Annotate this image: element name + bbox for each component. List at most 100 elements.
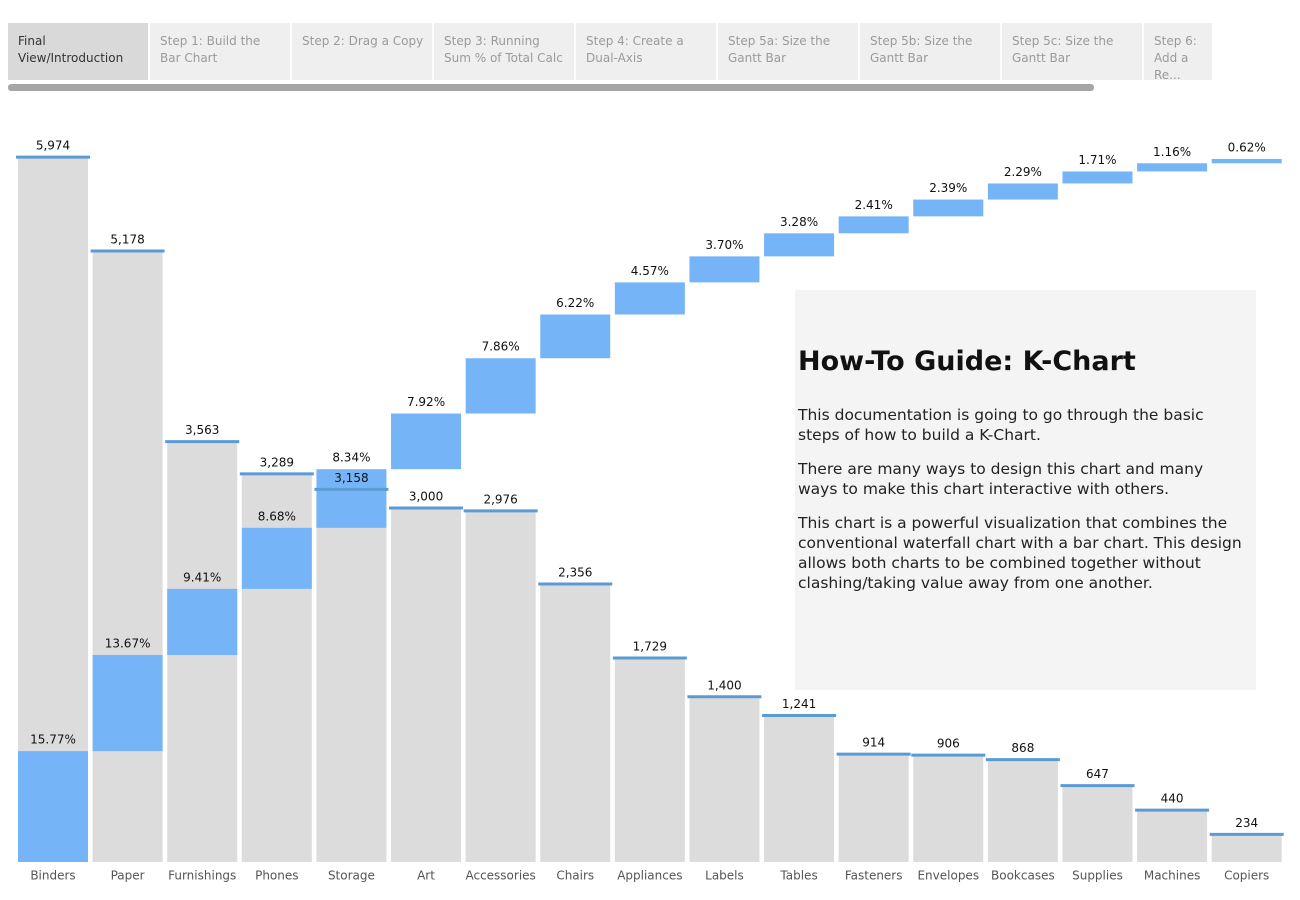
waterfall-segment [987,183,1058,200]
tab[interactable]: Step 4: Create a Dual-Axis [576,23,718,80]
percent-label: 1.16% [1153,145,1191,159]
bar [1211,834,1282,862]
scrollbar[interactable] [8,84,1094,91]
bar [987,759,1058,862]
waterfall-segment [92,655,163,752]
value-label: 5,974 [36,139,70,153]
bar [92,250,163,863]
percent-label: 3.28% [780,215,818,229]
x-tick-label: Appliances [617,869,682,883]
percent-label: 6.22% [556,296,594,310]
tab[interactable]: Step 6: Add a Re... [1144,23,1214,80]
x-tick-label: Storage [328,869,375,883]
bar [689,696,760,862]
value-label: 906 [937,737,960,751]
value-label: 3,289 [260,455,294,469]
percent-label: 8.68% [258,509,296,523]
x-tick-label: Labels [705,869,744,883]
waterfall-segment [1137,163,1208,172]
value-label: 2,976 [483,492,517,506]
guide-title: How-To Guide: K-Chart [798,346,1136,377]
percent-label: 1.71% [1078,153,1116,167]
bar [614,657,685,862]
bar [1062,785,1133,862]
value-label: 2,356 [558,565,592,579]
guide-paragraph: This chart is a powerful visualization t… [798,514,1242,592]
value-label: 1,241 [782,697,816,711]
waterfall-segment [18,751,89,862]
bar [391,508,462,862]
value-label: 440 [1161,792,1184,806]
percent-label: 2.39% [929,181,967,195]
x-tick-label: Binders [30,869,75,883]
percent-label: 2.41% [855,198,893,212]
tab[interactable]: Step 5c: Size the Gantt Bar [1002,23,1144,80]
percent-label: 3.70% [705,238,743,252]
percent-label: 7.92% [407,395,445,409]
percent-label: 15.77% [30,733,76,747]
bar [764,715,835,862]
waterfall-segment [316,469,387,528]
bar [316,489,387,862]
percent-label: 9.41% [183,570,221,584]
value-label: 914 [862,736,885,750]
waterfall-segment [614,282,685,315]
percent-label: 0.62% [1228,140,1266,154]
x-tick-label: Bookcases [991,869,1055,883]
value-label: 1,729 [633,639,667,653]
waterfall-segment [391,413,462,470]
tab[interactable]: Step 5b: Size the Gantt Bar [860,23,1002,80]
tab[interactable]: Step 3: Running Sum % of Total Calc [434,23,576,80]
x-tick-label: Furnishings [168,869,236,883]
waterfall-segment [913,199,984,217]
bar [913,755,984,862]
x-tick-label: Chairs [556,869,594,883]
waterfall-segment [764,233,835,257]
waterfall-segment [241,527,312,589]
tab-bar: Final View/Introduction Step 1: Build the… [8,23,1292,80]
waterfall-segment [1211,158,1282,164]
guide-paragraph: There are many ways to design this chart… [798,460,1204,498]
percent-label: 2.29% [1004,165,1042,179]
tab[interactable]: Step 1: Build the Bar Chart [150,23,292,80]
waterfall-segment [1062,171,1133,184]
x-tick-label: Phones [255,869,298,883]
value-label: 1,400 [707,678,741,692]
value-label: 868 [1011,741,1034,755]
bar [540,583,611,862]
x-tick-label: Machines [1144,869,1200,883]
bar [465,510,536,862]
x-tick-label: Accessories [465,869,535,883]
x-tick-label: Supplies [1072,869,1123,883]
value-label: 3,563 [185,423,219,437]
waterfall-segment [540,314,611,359]
x-tick-label: Copiers [1224,869,1269,883]
percent-label: 8.34% [332,451,370,465]
guide-paragraph: This documentation is going to go throug… [798,406,1204,444]
tab[interactable]: Step 5a: Size the Gantt Bar [718,23,860,80]
x-tick-label: Envelopes [917,869,979,883]
value-label: 3,000 [409,490,443,504]
percent-label: 13.67% [105,637,151,651]
percent-label: 4.57% [631,264,669,278]
value-label: 3,158 [334,471,368,485]
waterfall-segment [689,256,760,283]
value-label: 5,178 [110,232,144,246]
x-tick-label: Tables [779,869,817,883]
tab[interactable]: Final View/Introduction [8,23,150,80]
bar [838,754,909,862]
tab[interactable]: Step 2: Drag a Copy [292,23,434,80]
x-tick-label: Paper [111,869,145,883]
bar [1137,810,1208,862]
waterfall-segment [167,588,238,656]
bar [18,157,89,862]
x-tick-label: Art [417,869,435,883]
percent-label: 7.86% [482,340,520,354]
value-label: 647 [1086,767,1109,781]
x-tick-label: Fasteners [845,869,903,883]
waterfall-segment [838,216,909,234]
value-label: 234 [1235,816,1258,830]
waterfall-segment [465,358,536,414]
